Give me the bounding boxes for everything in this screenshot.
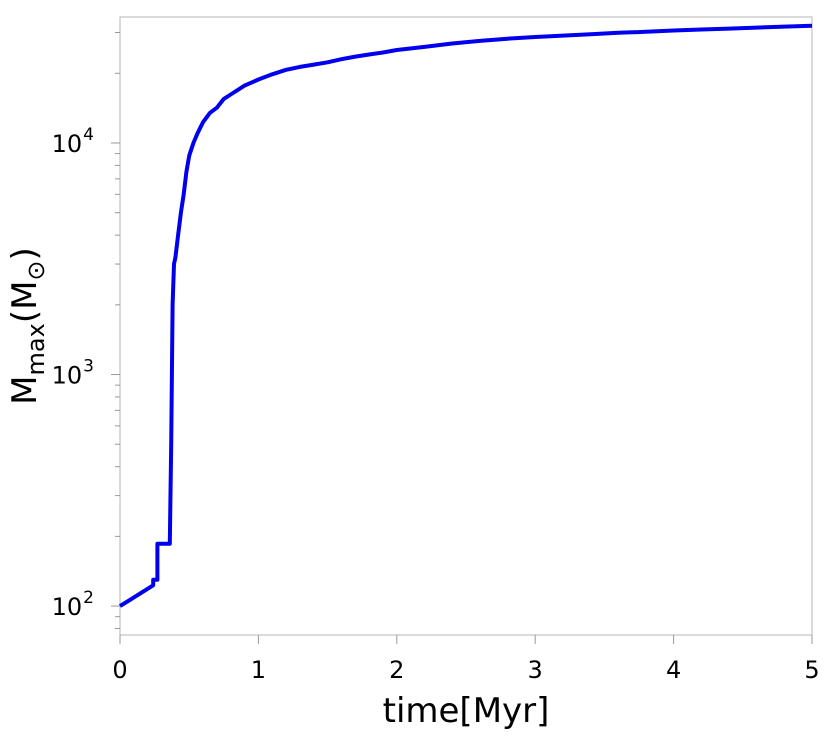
y-label-sub: max	[22, 323, 50, 375]
y-tick-label: 103	[52, 357, 94, 390]
x-ticks: 0 1 2 3 4 5	[112, 635, 820, 684]
x-tick-label: 5	[804, 656, 819, 684]
series-line	[118, 23, 813, 608]
y-label-unit-symbol: ⊙	[22, 260, 50, 280]
y-tick-label: 102	[52, 588, 94, 621]
y-major-ticks: 102 103 104	[52, 125, 120, 621]
y-label-unit: M	[5, 281, 45, 310]
y-label-paren-open: (	[5, 310, 45, 323]
x-tick-label: 1	[251, 656, 266, 684]
x-axis-label: time[Myr]	[383, 691, 550, 731]
y-label-main: M	[5, 375, 45, 404]
y-tick-label: 104	[52, 125, 94, 158]
y-axis-label: Mmax(M⊙)	[5, 247, 50, 405]
x-tick-label: 3	[528, 656, 543, 684]
plot-frame	[119, 16, 813, 636]
series-layer	[118, 23, 813, 608]
y-minor-ticks	[115, 32, 120, 630]
x-tick-label: 2	[389, 656, 404, 684]
y-label-paren-close: )	[5, 247, 45, 260]
x-tick-label: 4	[666, 656, 681, 684]
x-tick-label: 0	[112, 656, 127, 684]
